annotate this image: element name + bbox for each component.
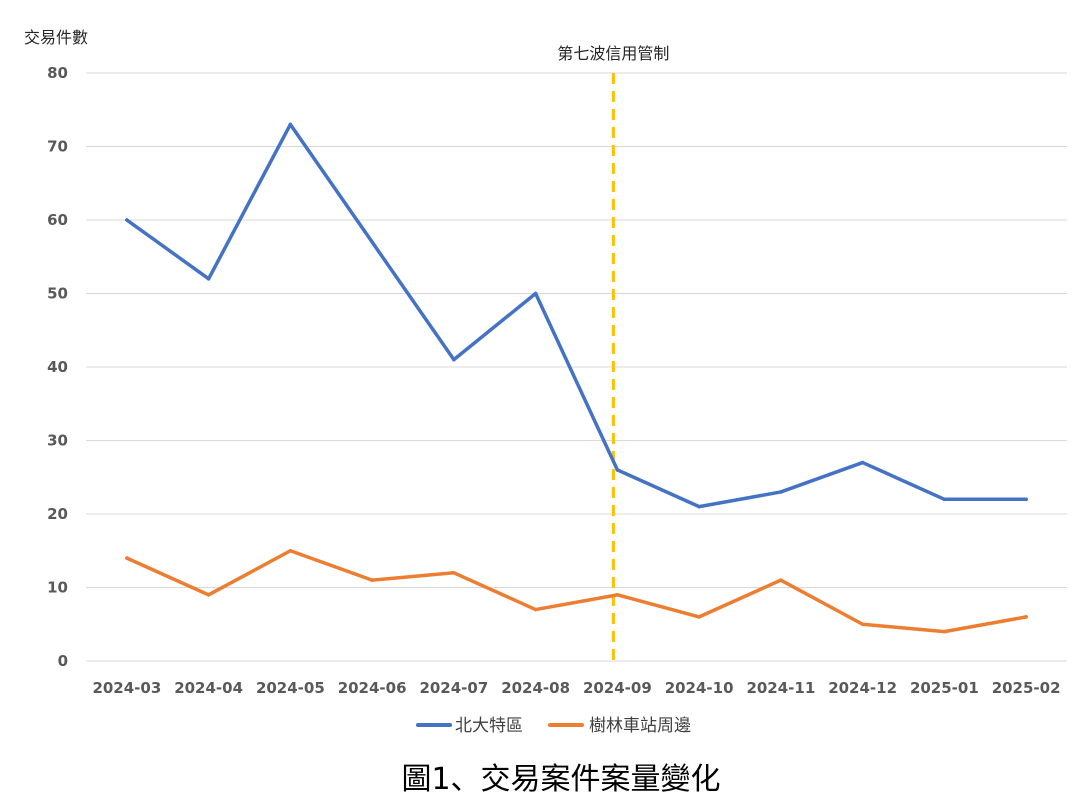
y-axis-label: 交易件數 [24,28,88,47]
data-point [1024,497,1028,502]
data-point [206,593,211,597]
series-line-1 [125,122,1028,509]
data-point [370,240,374,244]
data-point [615,468,620,472]
annotations: 第七波信用管制 [557,44,669,661]
annotation-label: 第七波信用管制 [557,44,669,63]
y-tick-label: 0 [58,652,68,670]
data-point [942,629,947,634]
legend-item: 北大特區 [416,716,523,736]
data-point [288,122,293,127]
data-point [779,490,783,494]
x-tick-label: 2024-11 [746,679,815,697]
y-axis-ticks: 0 10 20 30 40 50 60 70 80 [47,64,68,670]
x-tick-label: 2024-06 [338,679,407,697]
data-point [779,578,783,582]
data-point [206,277,211,281]
gridlines [86,72,1067,662]
data-point [125,218,129,222]
y-tick-label: 40 [47,358,68,376]
x-tick-label: 2025-01 [910,679,979,697]
data-point [860,622,865,627]
data-point [288,548,293,553]
series-line-2 [125,549,1028,634]
series-lines [125,122,1028,634]
x-tick-label: 2024-09 [583,679,652,697]
data-point [452,571,456,575]
x-tick-label: 2024-10 [665,679,734,697]
x-tick-label: 2024-08 [501,679,570,697]
legend-item: 樹林車站周邊 [548,716,691,736]
data-point [1024,615,1028,619]
data-point [533,607,538,612]
x-tick-label: 2024-03 [92,679,161,697]
y-tick-label: 60 [47,211,68,229]
x-axis-ticks: 2024-03 2024-04 2024-05 2024-06 2024-07 2024-… [92,679,1060,697]
y-tick-label: 80 [47,64,68,82]
legend-label: 樹林車站周邊 [589,716,691,736]
data-point [370,578,374,582]
data-point [860,460,865,465]
data-point [125,556,129,560]
x-tick-label: 2024-07 [419,679,488,697]
y-tick-label: 30 [47,432,68,450]
data-point [615,593,620,597]
data-point [697,504,701,509]
data-point [533,291,538,296]
x-tick-label: 2025-02 [992,679,1061,697]
y-tick-label: 70 [47,138,68,156]
x-tick-label: 2024-04 [174,679,243,697]
figure-caption: 圖1、交易案件案量變化 [401,762,720,797]
y-tick-label: 10 [47,579,68,597]
y-tick-label: 50 [47,285,68,303]
x-tick-label: 2024-12 [828,679,897,697]
data-point [697,615,701,619]
x-tick-label: 2024-05 [256,679,325,697]
legend: 北大特區 樹林車站周邊 [416,716,691,736]
data-point [942,497,947,502]
y-tick-label: 20 [47,505,68,523]
legend-label: 北大特區 [455,716,523,736]
data-point [452,357,456,362]
